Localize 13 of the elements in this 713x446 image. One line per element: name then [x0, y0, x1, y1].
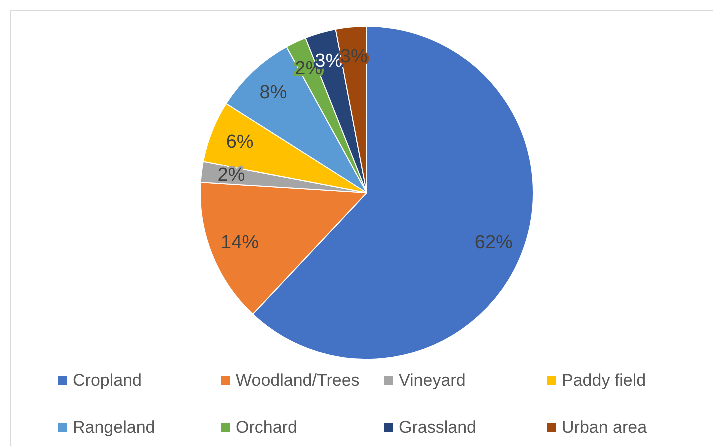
data-label: 6%: [226, 132, 254, 153]
data-label: 14%: [221, 232, 260, 254]
legend-label: Cropland: [73, 370, 142, 390]
legend-label: Grassland: [399, 418, 476, 438]
legend-label: Orchard: [236, 418, 298, 438]
legend-label: Rangeland: [73, 418, 156, 438]
legend-label: Urban area: [562, 418, 648, 438]
legend-label: Vineyard: [399, 370, 466, 390]
data-label: 2%: [218, 165, 246, 186]
data-label: 62%: [474, 232, 514, 254]
data-label: 8%: [260, 82, 288, 104]
legend-label: Woodland/Trees: [236, 370, 360, 390]
legend-label: Paddy field: [562, 370, 646, 390]
